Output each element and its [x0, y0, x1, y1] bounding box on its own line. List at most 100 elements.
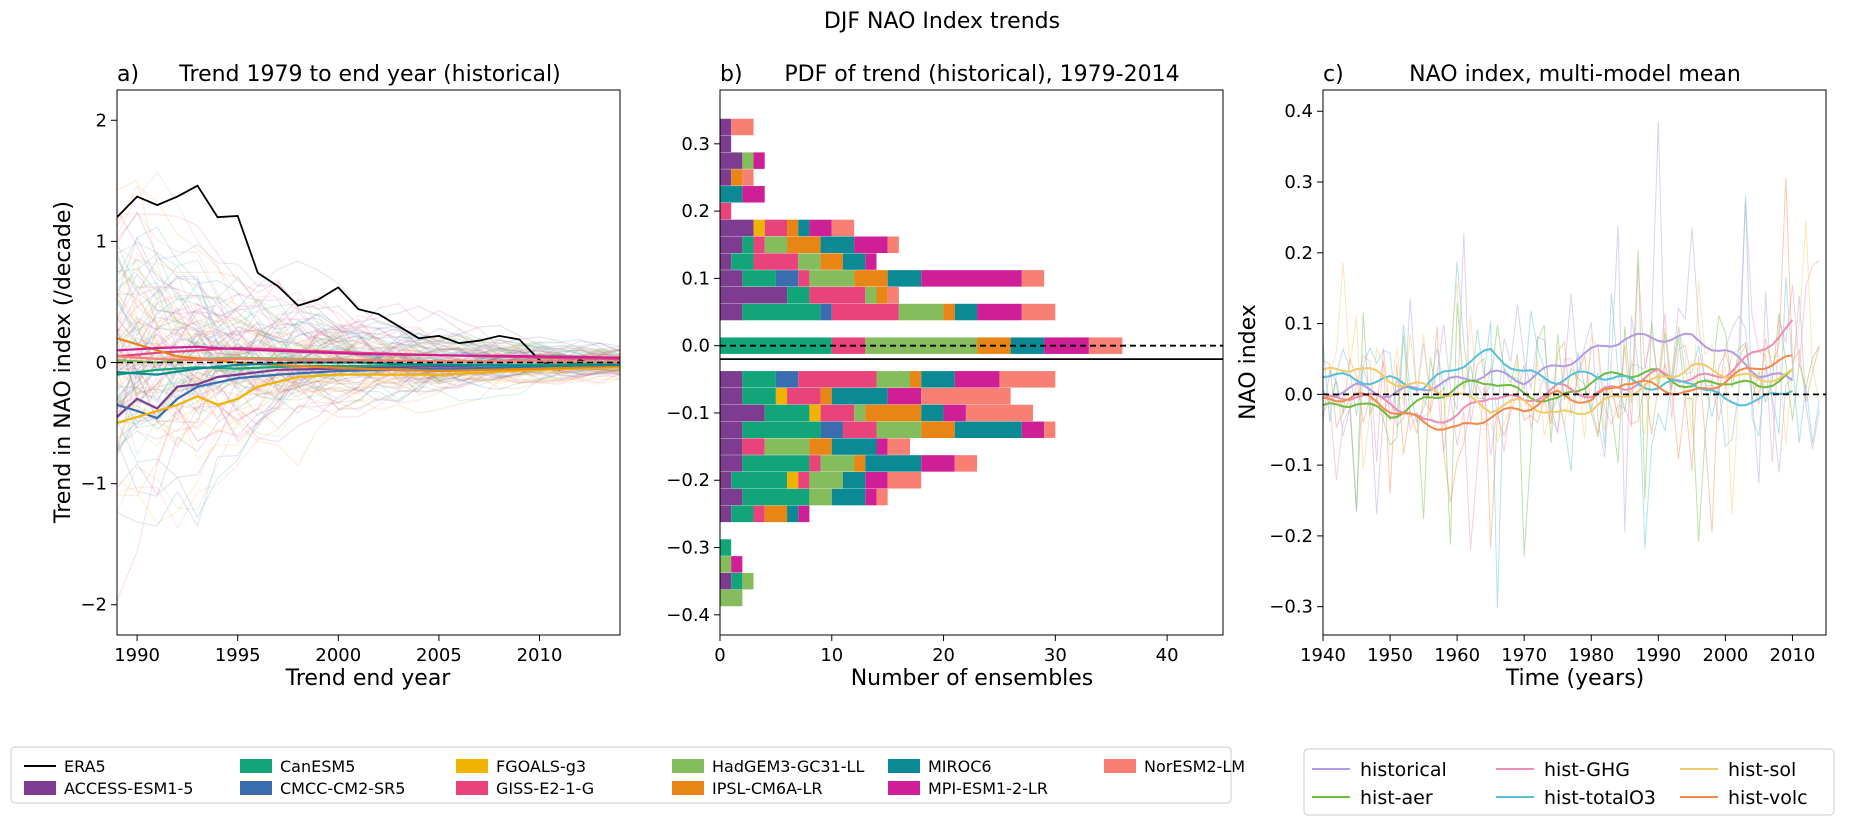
histogram-bar-segment — [742, 270, 776, 287]
ensemble-member-line — [117, 265, 620, 374]
ensemble-member-line — [117, 280, 620, 371]
histogram-bar-segment — [887, 286, 899, 304]
histogram-bar-segment — [887, 270, 922, 287]
histogram-bar-segment — [720, 387, 743, 405]
x-tick-label: 0 — [714, 645, 725, 666]
x-tick-label: 10 — [820, 645, 843, 666]
histogram-bar-segment — [731, 505, 754, 523]
y-tick-label: 0.1 — [681, 268, 710, 289]
histogram-bar-segment — [1010, 337, 1045, 354]
histogram-bar-segment — [977, 303, 1022, 321]
legend-label: hist-sol — [1728, 759, 1796, 781]
histogram-bar-segment — [831, 337, 866, 354]
histogram-bar-segment — [742, 438, 765, 455]
histogram-bar-segment — [854, 270, 888, 287]
legend-label: MPI-ESM1-2-LR — [928, 779, 1048, 798]
histogram-bar-segment — [876, 371, 911, 388]
panel-c-xlabel: Time (years) — [1505, 666, 1645, 691]
histogram-bar-segment — [1021, 421, 1045, 439]
histogram-bar-segment — [720, 169, 732, 186]
legend-patch-swatch — [24, 781, 56, 795]
histogram-bar-segment — [742, 371, 776, 388]
histogram-bar-segment — [999, 371, 1056, 388]
legend-entry-era5: ERA5 — [24, 757, 106, 776]
legend-patch-swatch — [672, 759, 704, 773]
ensemble-member-line — [117, 319, 620, 405]
histogram-bar-segment — [831, 488, 866, 506]
legend-label: hist-aer — [1360, 787, 1433, 809]
y-tick-label: 0.0 — [681, 336, 710, 357]
y-tick-label: −0.3 — [1269, 597, 1313, 618]
annual-hist-ghg-line — [1323, 201, 1820, 551]
histogram-bar-segment — [720, 152, 743, 169]
histogram-bar-segment — [720, 186, 743, 203]
histogram-bar-segment — [820, 421, 843, 439]
histogram-bar-segment — [720, 404, 765, 422]
histogram-bar-segment — [809, 455, 821, 472]
y-tick-label: 0.2 — [1284, 243, 1313, 264]
histogram-bar-segment — [731, 169, 743, 186]
legend-label: hist-totalO3 — [1544, 787, 1656, 809]
histogram-bar-segment — [1044, 421, 1056, 439]
panel-c-frame — [1322, 89, 1827, 636]
ensemble-member-line — [117, 347, 620, 397]
panel-c-axes: 1940 1950 1960 1970 1980 1990 2000 2010 −0.3 −0.2… — [1269, 101, 1815, 666]
y-tick-label: −0.3 — [666, 538, 710, 559]
x-tick-label: 1950 — [1367, 645, 1413, 666]
figure-suptitle: DJF NAO Index trends — [824, 9, 1060, 34]
histogram-bar-segment — [876, 421, 922, 439]
x-tick-label: 2010 — [1770, 645, 1816, 666]
legend-experiments: historical hist-aer hist-GHG hist-totalO3 hi… — [1303, 748, 1835, 816]
histogram-bar-segment — [798, 253, 821, 270]
histogram-bar-segment — [742, 186, 765, 203]
histogram-bar-segment — [720, 455, 743, 472]
histogram-bar-segment — [720, 556, 732, 573]
x-tick-label: 1940 — [1300, 645, 1346, 666]
histogram-bar-segment — [742, 152, 754, 169]
histogram-bar-segment — [764, 219, 788, 237]
histogram-bar-segment — [764, 404, 810, 422]
histogram-bar-segment — [775, 371, 799, 388]
histogram-bar-segment — [720, 438, 743, 455]
ensemble-member-line — [117, 357, 620, 398]
histogram-bar-segment — [731, 556, 743, 573]
legend-entry-miroc6: MIROC6 — [888, 757, 992, 776]
histogram-bar-segment — [787, 236, 821, 253]
histogram-bar-segment — [809, 438, 832, 455]
histogram-bar-segment — [720, 371, 743, 388]
panel-a-ensemble-members — [117, 171, 620, 602]
y-tick-label: −0.2 — [666, 470, 710, 491]
y-tick-label: −0.1 — [1269, 455, 1313, 476]
ensemble-member-line — [117, 352, 620, 513]
panel-b-axes: 0 10 20 30 40 −0.4 −0.3 −0.2 −0.1 0.0 0.1 0.2 0.3 — [666, 134, 1178, 666]
histogram-bar-segment — [943, 404, 966, 422]
histogram-bar-segment — [865, 404, 922, 422]
histogram-bar-segment — [954, 421, 1022, 439]
histogram-bar-segment — [876, 488, 888, 506]
y-tick-label: 0.4 — [1284, 101, 1313, 122]
histogram-bar-segment — [842, 421, 877, 439]
ensemble-member-line — [117, 272, 620, 391]
legend-entry-hadgem3-gc31-ll: HadGEM3-GC31-LL — [672, 757, 864, 776]
legend-entry-hist-totalo3: hist-totalO3 — [1496, 787, 1656, 809]
panel-a-xlabel: Trend end year — [285, 666, 452, 691]
histogram-bar-segment — [753, 152, 765, 169]
histogram-bar-segment — [831, 219, 855, 237]
smoothed-hist-totalo3-line — [1323, 347, 1793, 407]
histogram-bar-segment — [753, 236, 765, 253]
y-tick-label: −0.4 — [666, 605, 710, 626]
legend-entry-access-esm1-5: ACCESS-ESM1-5 — [24, 779, 193, 798]
histogram-bar-segment — [887, 236, 899, 253]
panel-b-xlabel: Number of ensembles — [851, 666, 1094, 691]
histogram-bar-segment — [798, 371, 877, 388]
y-tick-label: 0.3 — [1284, 172, 1313, 193]
x-tick-label: 2010 — [517, 645, 563, 666]
histogram-bar-segment — [887, 438, 911, 455]
ensemble-member-line — [117, 250, 620, 402]
histogram-bar-segment — [720, 488, 743, 506]
ensemble-member-line — [117, 318, 620, 467]
histogram-bar-segment — [809, 404, 821, 422]
ensemble-member-line — [117, 331, 620, 398]
histogram-bar-segment — [865, 488, 877, 506]
histogram-bar-segment — [787, 387, 821, 405]
